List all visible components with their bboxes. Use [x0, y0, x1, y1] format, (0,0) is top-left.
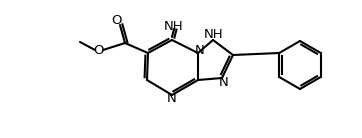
Text: NH: NH [164, 19, 184, 33]
Text: O: O [112, 14, 122, 27]
Text: N: N [195, 44, 205, 58]
Text: N: N [219, 76, 229, 90]
Text: O: O [93, 44, 103, 58]
Text: NH: NH [204, 29, 224, 42]
Text: N: N [167, 91, 177, 104]
